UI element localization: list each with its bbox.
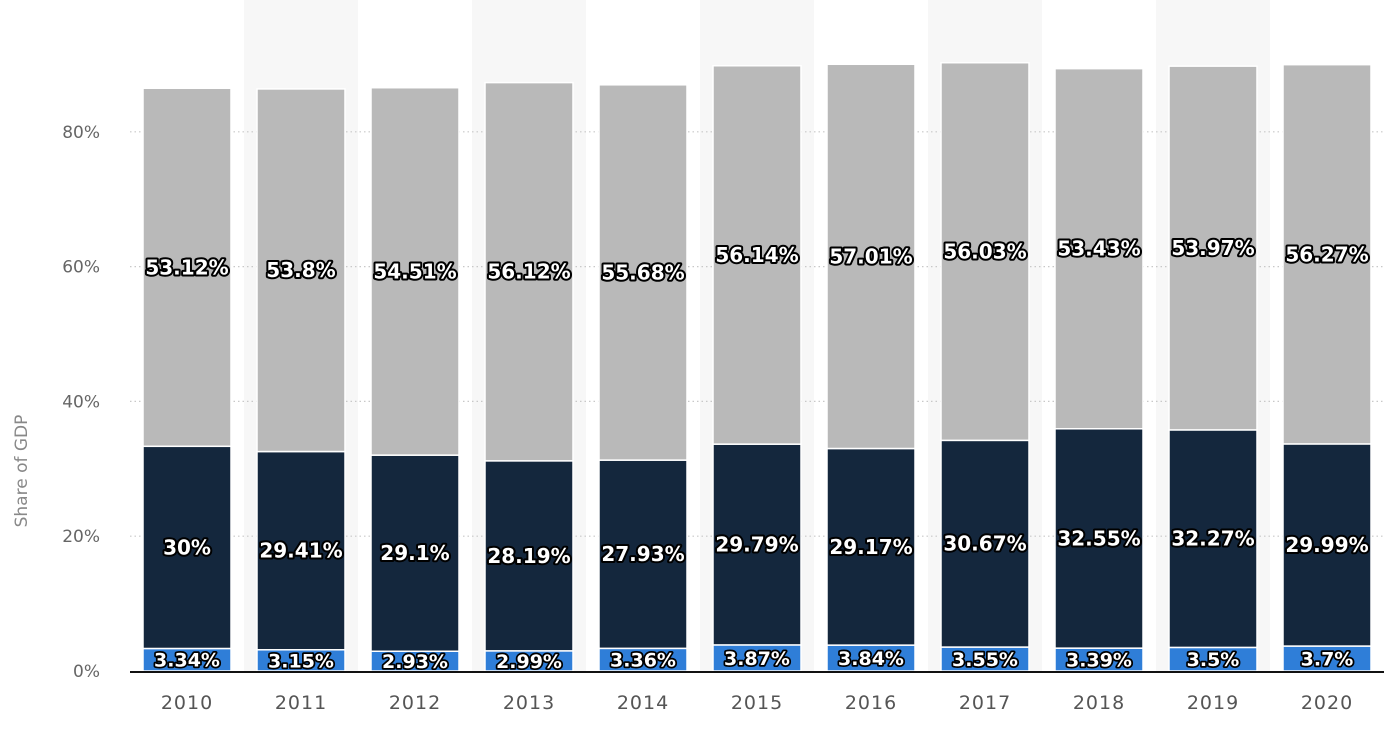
x-tick-label-2014: 2014: [617, 692, 669, 714]
y-tick-label: 80%: [62, 123, 100, 143]
bar-segment-2014-s2: [598, 84, 688, 461]
data-label-2011-s0: 3.15%: [268, 650, 334, 672]
data-label-2020-s1: 29.99%: [1285, 533, 1368, 557]
bar-segment-2012-s2: [370, 86, 460, 456]
data-label-2014-s2: 55.68%: [601, 260, 684, 284]
data-label-2014-s1: 27.93%: [601, 542, 684, 566]
bar-segment-2020-s1: [1282, 443, 1372, 647]
data-label-2013-s2: 56.12%: [487, 260, 570, 284]
bar-segment-2018-s1: [1054, 428, 1144, 649]
data-label-2017-s2: 56.03%: [943, 240, 1026, 264]
bar-segment-2016-s0: [826, 644, 916, 672]
data-label-2013-s1: 28.19%: [487, 544, 570, 568]
data-label-2016-s0: 3.84%: [838, 648, 904, 670]
data-label-2015-s2: 56.14%: [715, 243, 798, 267]
bar-segment-2011-s2: [256, 88, 346, 453]
bar-segment-2012-s1: [370, 454, 460, 653]
y-tick-label: 40%: [62, 392, 100, 412]
data-label-2018-s0: 3.39%: [1066, 650, 1132, 672]
data-label-2010-s0: 3.34%: [154, 650, 220, 672]
data-label-2014-s0: 3.36%: [610, 650, 676, 672]
x-tick-label-2015: 2015: [731, 692, 783, 714]
bar-segment-2017-s2: [940, 61, 1030, 442]
x-tick-label-2019: 2019: [1187, 692, 1239, 714]
x-tick-label-2017: 2017: [959, 692, 1011, 714]
data-label-2019-s2: 53.97%: [1171, 236, 1254, 260]
data-label-2017-s0: 3.55%: [952, 649, 1018, 671]
bar-segment-2020-s2: [1282, 63, 1372, 445]
x-tick-label-2013: 2013: [503, 692, 555, 714]
bar-segment-2016-s1: [826, 447, 916, 646]
data-label-2016-s2: 57.01%: [829, 244, 912, 268]
x-tick-label-2018: 2018: [1073, 692, 1125, 714]
x-tick-label-2012: 2012: [389, 692, 441, 714]
data-label-2012-s1: 29.1%: [380, 541, 449, 565]
bar-segment-2010-s2: [142, 87, 232, 448]
bar-segment-2019-s1: [1168, 429, 1258, 649]
data-label-2013-s0: 2.99%: [496, 651, 562, 673]
y-axis-title: Share of GDP: [12, 415, 32, 528]
data-label-2020-s0: 3.7%: [1301, 649, 1354, 671]
data-label-2010-s1: 30%: [163, 535, 211, 559]
x-tick-label-2020: 2020: [1301, 692, 1353, 714]
bar-segment-2011-s1: [256, 450, 346, 651]
data-label-2016-s1: 29.17%: [829, 535, 912, 559]
data-label-2012-s2: 54.51%: [373, 259, 456, 283]
bar-segment-2015-s1: [712, 443, 802, 646]
data-label-2015-s1: 29.79%: [715, 533, 798, 557]
data-label-2020-s2: 56.27%: [1285, 242, 1368, 266]
data-label-2010-s2: 53.12%: [145, 255, 228, 279]
bar-segment-2019-s2: [1168, 65, 1258, 431]
bar-segment-2018-s2: [1054, 67, 1144, 430]
data-label-2019-s0: 3.5%: [1187, 649, 1240, 671]
x-tick-label-2016: 2016: [845, 692, 897, 714]
bar-segment-2013-s1: [484, 460, 574, 652]
y-tick-label: 60%: [62, 258, 100, 278]
x-tick-label-2011: 2011: [275, 692, 327, 714]
data-label-2011-s1: 29.41%: [259, 539, 342, 563]
data-label-2011-s2: 53.8%: [266, 258, 335, 282]
data-label-2012-s0: 2.93%: [382, 651, 448, 673]
y-tick-label: 20%: [62, 527, 100, 547]
bar-segment-2015-s2: [712, 64, 802, 445]
bar-segment-2017-s1: [940, 439, 1030, 648]
data-label-2018-s1: 32.55%: [1057, 526, 1140, 550]
x-tick-label-2010: 2010: [161, 692, 213, 714]
bar-segment-2015-s0: [712, 644, 802, 672]
data-label-2018-s2: 53.43%: [1057, 237, 1140, 261]
bar-segment-2013-s2: [484, 81, 574, 462]
data-label-2015-s0: 3.87%: [724, 648, 790, 670]
y-tick-label: 0%: [73, 662, 100, 682]
data-label-2019-s1: 32.27%: [1171, 527, 1254, 551]
data-label-2017-s1: 30.67%: [943, 532, 1026, 556]
bar-segment-2016-s2: [826, 63, 916, 450]
